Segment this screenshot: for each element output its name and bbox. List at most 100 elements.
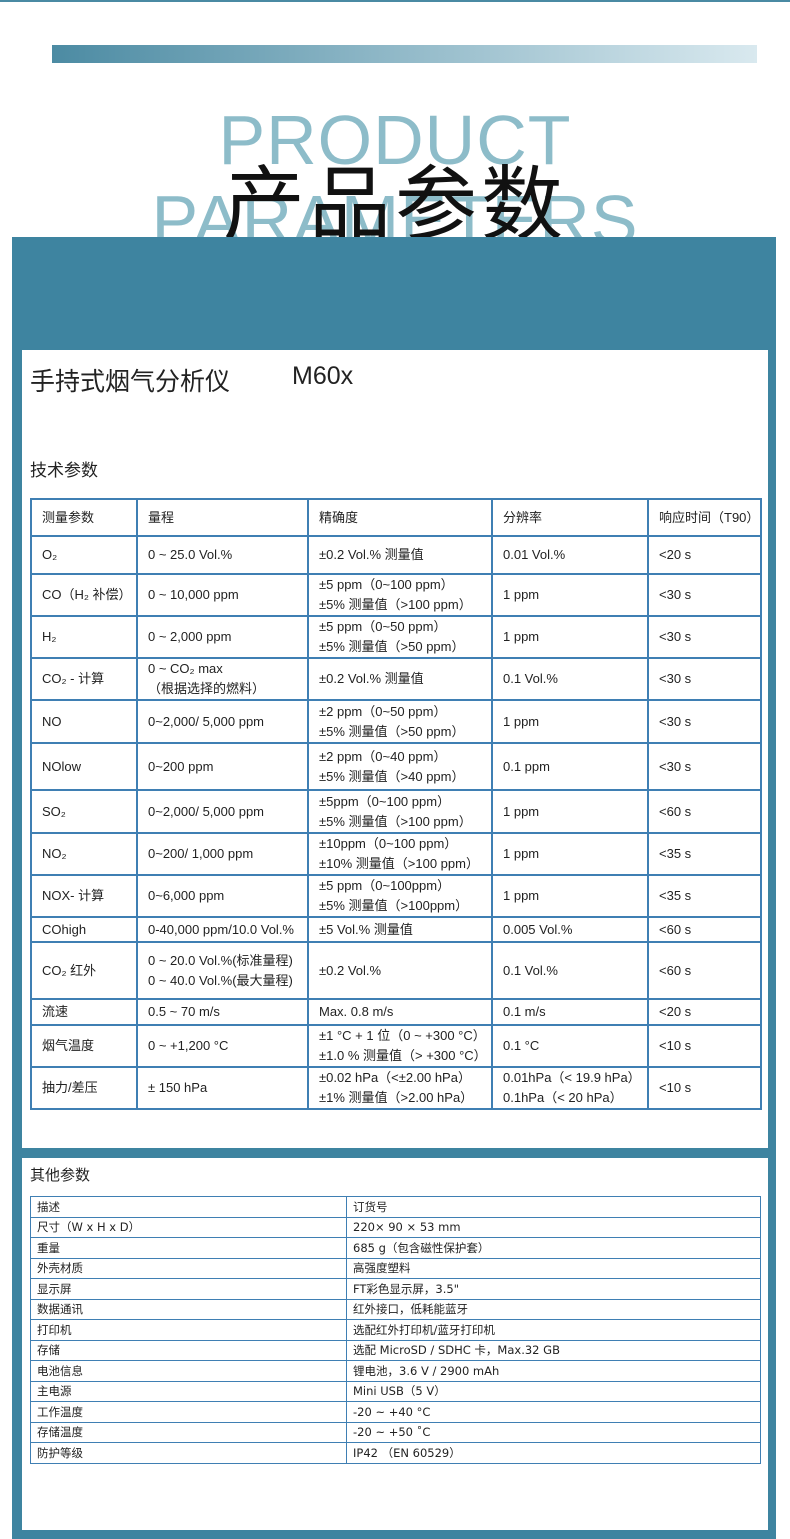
table-row: 烟气温度 0 ~ +1,200 °C ±1 °C + 1 位（0 ~ +300 °C…	[30, 1024, 762, 1068]
table-cell: NO	[30, 699, 138, 744]
table-cell: 0.005 Vol.%	[491, 916, 649, 943]
table-cell: 0.1 °C	[491, 1024, 649, 1068]
table-cell: 1 ppm	[491, 874, 649, 918]
table-cell: <20 s	[647, 535, 762, 575]
table-row: NOX- 计算 0~6,000 ppm ±5 ppm（0~100ppm） ±5% 测…	[30, 874, 762, 918]
table-cell: ±0.2 Vol.% 测量值	[307, 535, 493, 575]
table-row: 电池信息 锂电池，3.6 V / 2900 mAh	[30, 1360, 761, 1382]
table-cell: 尺寸（W x H x D）	[30, 1216, 347, 1238]
table-cell: ±5 ppm（0~50 ppm） ±5% 测量值（>50 ppm）	[307, 615, 493, 659]
table-cell: CO₂ 红外	[30, 941, 138, 1000]
table-cell: 显示屏	[30, 1278, 347, 1300]
table-cell: ±0.2 Vol.% 测量值	[307, 657, 493, 701]
header-cell: 精确度	[307, 498, 493, 537]
table-cell: 0 ~ 2,000 ppm	[136, 615, 309, 659]
table-row: 流速 0.5 ~ 70 m/s Max. 0.8 m/s 0.1 m/s <20 s	[30, 998, 762, 1026]
table-cell: ±5 ppm（0~100ppm） ±5% 测量值（>100ppm）	[307, 874, 493, 918]
table-cell: 0-40,000 ppm/10.0 Vol.%	[136, 916, 309, 943]
table-cell: 选配 MicroSD / SDHC 卡，Max.32 GB	[346, 1339, 761, 1361]
table-cell: 685 g（包含磁性保护套）	[346, 1237, 761, 1259]
table-cell: <10 s	[647, 1024, 762, 1068]
header-cell: 响应时间（T90）	[647, 498, 762, 537]
header-cell: 分辨率	[491, 498, 649, 537]
table-row: 抽力/差压 ± 150 hPa ±0.02 hPa（<±2.00 hPa） ±1% …	[30, 1066, 762, 1110]
table-cell: 主电源	[30, 1380, 347, 1402]
table-row: 数据通讯 红外接口，低耗能蓝牙	[30, 1298, 761, 1320]
header-row: 描述 订货号	[30, 1196, 761, 1218]
header-cell: 量程	[136, 498, 309, 537]
table-cell: ±1 °C + 1 位（0 ~ +300 °C） ±1.0 % 测量值（> +3…	[307, 1024, 493, 1068]
table-cell: 0 ~ 10,000 ppm	[136, 573, 309, 617]
table-cell: <10 s	[647, 1066, 762, 1110]
table-cell: 0~6,000 ppm	[136, 874, 309, 918]
table-cell: ±5ppm（0~100 ppm） ±5% 测量值（>100 ppm）	[307, 789, 493, 834]
table-cell: SO₂	[30, 789, 138, 834]
table-cell: <60 s	[647, 916, 762, 943]
table-row: NOlow 0~200 ppm ±2 ppm（0~40 ppm） ±5% 测量值（>…	[30, 742, 762, 791]
table-cell: 1 ppm	[491, 615, 649, 659]
table-cell: 打印机	[30, 1319, 347, 1341]
table-cell: 0 ~ +1,200 °C	[136, 1024, 309, 1068]
table-cell: 存储	[30, 1339, 347, 1361]
table-cell: ±10ppm（0~100 ppm） ±10% 测量值（>100 ppm）	[307, 832, 493, 876]
table-cell: 220× 90 × 53 mm	[346, 1216, 761, 1238]
section-heading: 其他参数	[30, 1166, 91, 1184]
table-row: CO（H₂ 补偿） 0 ~ 10,000 ppm ±5 ppm（0~100 ppm）…	[30, 573, 762, 617]
table-cell: ±5 ppm（0~100 ppm） ±5% 测量值（>100 ppm）	[307, 573, 493, 617]
product-name: 手持式烟气分析仪	[30, 367, 231, 396]
table-row: H₂ 0 ~ 2,000 ppm ±5 ppm（0~50 ppm） ±5% 测量值（…	[30, 615, 762, 659]
table-cell: <60 s	[647, 941, 762, 1000]
table-cell: 0.5 ~ 70 m/s	[136, 998, 309, 1026]
table-cell: NO₂	[30, 832, 138, 876]
header-cell: 订货号	[346, 1196, 761, 1218]
table-row: 工作温度 -20 ~ +40 °C	[30, 1401, 761, 1423]
table-cell: O₂	[30, 535, 138, 575]
table-row: COhigh 0-40,000 ppm/10.0 Vol.% ±5 Vol.% 测量…	[30, 916, 762, 943]
table-row: NO 0~2,000/ 5,000 ppm ±2 ppm（0~50 ppm） ±5%…	[30, 699, 762, 744]
table-cell: 烟气温度	[30, 1024, 138, 1068]
table-cell: 0.1 Vol.%	[491, 657, 649, 701]
table-cell: -20 ~ +50 ˚C	[346, 1421, 761, 1443]
table-cell: ± 150 hPa	[136, 1066, 309, 1110]
table-cell: 0 ~ CO₂ max （根据选择的燃料）	[136, 657, 309, 701]
table-cell: 红外接口，低耗能蓝牙	[346, 1298, 761, 1320]
table-row: 重量 685 g（包含磁性保护套）	[30, 1237, 761, 1259]
product-model: M60x	[292, 362, 354, 390]
table-cell: ±2 ppm（0~40 ppm） ±5% 测量值（>40 ppm）	[307, 742, 493, 791]
table-cell: <60 s	[647, 789, 762, 834]
table-row: CO₂ - 计算 0 ~ CO₂ max （根据选择的燃料） ±0.2 Vol.% …	[30, 657, 762, 701]
table-cell: 锂电池，3.6 V / 2900 mAh	[346, 1360, 761, 1382]
header-cell: 测量参数	[30, 498, 138, 537]
table-cell: 电池信息	[30, 1360, 347, 1382]
table-cell: 工作温度	[30, 1401, 347, 1423]
table-cell: <30 s	[647, 573, 762, 617]
table-cell: NOlow	[30, 742, 138, 791]
other-table: 描述 订货号 尺寸（W x H x D） 220× 90 × 53 mm 重量 685 g…	[30, 1196, 761, 1464]
table-row: 存储温度 -20 ~ +50 ˚C	[30, 1421, 761, 1443]
table-cell: <30 s	[647, 699, 762, 744]
table-cell: 0~200/ 1,000 ppm	[136, 832, 309, 876]
table-cell: CO₂ - 计算	[30, 657, 138, 701]
table-cell: <30 s	[647, 657, 762, 701]
header-cell: 描述	[30, 1196, 347, 1218]
table-cell: 0~2,000/ 5,000 ppm	[136, 699, 309, 744]
tech-table: 测量参数 量程 精确度 分辨率 响应时间（T90） O₂ 0 ~ 25.0 Vol.% ±0.…	[30, 498, 762, 1110]
table-cell: ±2 ppm（0~50 ppm） ±5% 测量值（>50 ppm）	[307, 699, 493, 744]
table-cell: 1 ppm	[491, 573, 649, 617]
table-cell: <30 s	[647, 742, 762, 791]
table-cell: ±5 Vol.% 测量值	[307, 916, 493, 943]
table-cell: FT彩色显示屏，3.5"	[346, 1278, 761, 1300]
table-cell: 高强度塑料	[346, 1257, 761, 1279]
table-cell: 0~2,000/ 5,000 ppm	[136, 789, 309, 834]
table-cell: 1 ppm	[491, 789, 649, 834]
table-row: CO₂ 红外 0 ~ 20.0 Vol.%(标准量程) 0 ~ 40.0 Vol.…	[30, 941, 762, 1000]
table-cell: Mini USB（5 V）	[346, 1380, 761, 1402]
table-cell: 外壳材质	[30, 1257, 347, 1279]
table-row: 尺寸（W x H x D） 220× 90 × 53 mm	[30, 1216, 761, 1238]
table-cell: 0.1 ppm	[491, 742, 649, 791]
header-bar	[52, 45, 757, 63]
table-cell: <20 s	[647, 998, 762, 1026]
top-line	[0, 0, 790, 2]
table-cell: ±0.02 hPa（<±2.00 hPa） ±1% 测量值（>2.00 hPa）	[307, 1066, 493, 1110]
